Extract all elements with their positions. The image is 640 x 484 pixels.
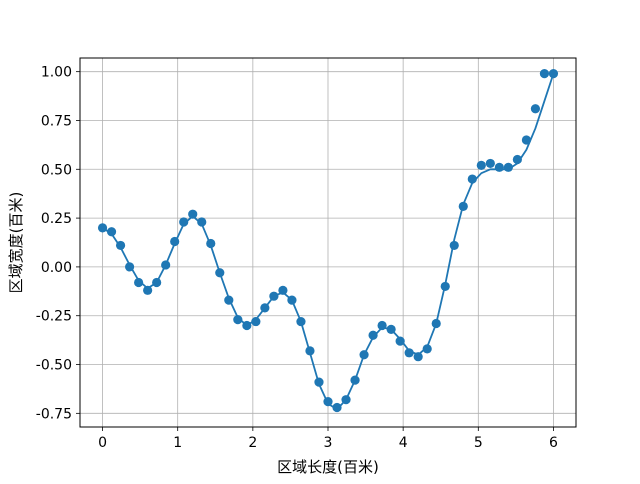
data-point bbox=[359, 350, 369, 360]
data-point bbox=[485, 158, 495, 169]
y-axis-label: 区域宽度(百米) bbox=[7, 192, 25, 294]
y-tick-label: 0.00 bbox=[41, 260, 72, 276]
data-point bbox=[494, 162, 504, 172]
data-point bbox=[368, 330, 378, 340]
data-point bbox=[251, 316, 261, 327]
data-point bbox=[539, 69, 550, 79]
data-point bbox=[188, 209, 198, 219]
data-point bbox=[305, 346, 315, 356]
data-point bbox=[314, 377, 324, 387]
data-point bbox=[269, 291, 279, 301]
data-point bbox=[215, 268, 225, 278]
plot-series bbox=[97, 69, 559, 413]
data-point bbox=[115, 240, 126, 251]
data-point bbox=[404, 348, 414, 358]
data-point bbox=[422, 344, 432, 354]
data-point bbox=[197, 217, 207, 227]
data-point bbox=[134, 277, 144, 288]
grid bbox=[80, 58, 576, 427]
x-tick-label: 6 bbox=[549, 435, 558, 451]
data-point bbox=[97, 223, 108, 233]
data-point bbox=[106, 227, 117, 237]
data-point bbox=[467, 174, 477, 184]
x-tick-label: 2 bbox=[248, 435, 257, 451]
data-point bbox=[431, 318, 441, 329]
y-tick-label: 1.00 bbox=[41, 65, 72, 81]
data-point bbox=[170, 236, 180, 247]
y-tick-label: 0.50 bbox=[41, 162, 72, 178]
y-tick-label: -0.50 bbox=[36, 358, 72, 374]
data-point bbox=[125, 262, 135, 272]
data-point bbox=[179, 217, 189, 227]
data-point bbox=[458, 201, 468, 211]
data-point bbox=[287, 295, 297, 305]
y-tick-label: -0.75 bbox=[36, 406, 72, 422]
data-point bbox=[242, 320, 252, 331]
data-point bbox=[278, 285, 288, 295]
data-point bbox=[323, 397, 333, 407]
data-point bbox=[233, 315, 243, 325]
axis-ticks: 0 1 2 3 4 5 6 1.00 0.75 0.50 0.25 0.00 -0.25 -0.50 -0.… bbox=[36, 65, 558, 451]
x-tick-label: 5 bbox=[474, 435, 483, 451]
data-point bbox=[548, 69, 559, 79]
x-tick-label: 3 bbox=[324, 435, 333, 451]
data-point bbox=[206, 238, 216, 249]
data-point bbox=[395, 336, 405, 346]
data-point bbox=[161, 260, 171, 270]
data-point bbox=[503, 162, 513, 172]
data-point bbox=[332, 402, 342, 413]
data-point bbox=[512, 154, 522, 165]
data-point bbox=[521, 135, 532, 145]
y-tick-label: -0.25 bbox=[36, 309, 72, 325]
x-axis-label: 区域长度(百米) bbox=[277, 458, 379, 476]
x-tick-label: 0 bbox=[98, 435, 107, 451]
y-tick-label: 0.75 bbox=[41, 113, 72, 129]
data-point bbox=[413, 352, 423, 362]
data-point bbox=[476, 160, 486, 170]
data-point bbox=[350, 375, 360, 385]
data-point bbox=[530, 104, 541, 114]
data-point bbox=[152, 277, 162, 288]
data-point bbox=[260, 303, 270, 313]
x-tick-label: 4 bbox=[399, 435, 408, 451]
y-tick-label: 0.25 bbox=[41, 211, 72, 227]
data-point bbox=[143, 285, 153, 295]
data-point bbox=[440, 281, 450, 292]
data-point bbox=[449, 240, 459, 251]
data-point bbox=[341, 395, 351, 405]
data-point bbox=[224, 295, 234, 305]
x-tick-label: 1 bbox=[173, 435, 182, 451]
data-point bbox=[377, 320, 387, 331]
data-point bbox=[296, 316, 306, 327]
data-point bbox=[386, 324, 396, 334]
